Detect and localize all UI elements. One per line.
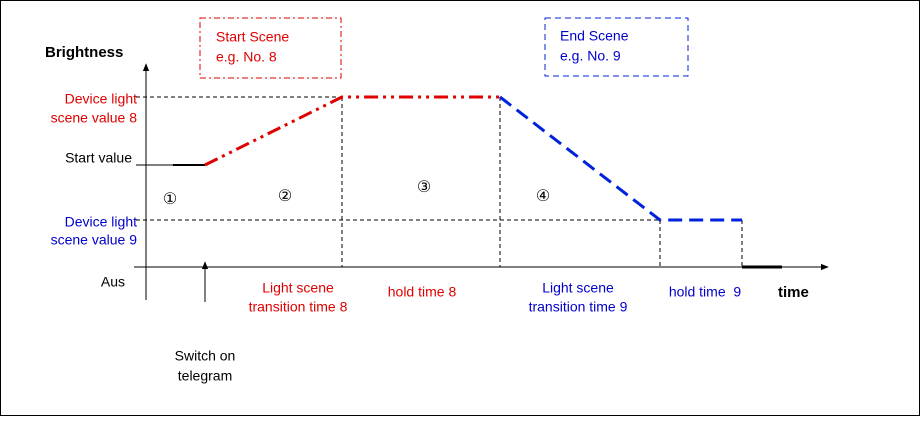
start-scene-box (199, 17, 342, 79)
level-label: scene value 8 (51, 110, 138, 126)
end-scene-box (544, 17, 689, 77)
box-text: Start Scene (216, 29, 289, 45)
box-text: e.g. No. 8 (216, 49, 277, 65)
phase-number: ① (163, 191, 177, 208)
guides (136, 96, 743, 267)
level-label: Device light (65, 214, 137, 230)
box-text: End Scene (560, 28, 629, 44)
level-label: Device light (65, 91, 137, 107)
time-label: hold time 9 (669, 284, 742, 300)
trigger-label: Switch on (175, 348, 236, 364)
time-label: transition time 9 (529, 299, 628, 315)
scene9-curve (499, 95, 742, 222)
level-label: scene value 9 (51, 232, 138, 248)
scene8-curve (204, 95, 500, 167)
y-axis-label: Brightness (45, 44, 123, 61)
level-label: Aus (101, 274, 125, 290)
phase-number: ② (278, 188, 292, 205)
time-label: hold time 8 (388, 284, 457, 300)
phase-number: ③ (417, 179, 431, 196)
phase-number: ④ (536, 188, 550, 205)
box-text: e.g. No. 9 (560, 48, 621, 64)
time-label: Light scene (542, 280, 614, 296)
time-label: Light scene (262, 280, 334, 296)
x-axis-label: time (778, 284, 809, 301)
level-label: Start value (65, 150, 132, 166)
trigger-label: telegram (178, 368, 232, 384)
time-label: transition time 8 (249, 299, 348, 315)
